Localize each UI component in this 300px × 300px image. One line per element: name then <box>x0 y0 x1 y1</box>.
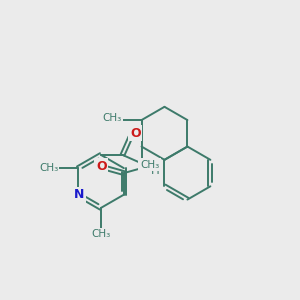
Text: O: O <box>96 160 106 173</box>
Text: CH₃: CH₃ <box>39 163 58 173</box>
Text: H: H <box>151 164 160 177</box>
Text: CH₃: CH₃ <box>103 113 122 123</box>
Text: CH₃: CH₃ <box>140 160 160 170</box>
Text: N: N <box>74 188 84 201</box>
Text: O: O <box>130 127 141 140</box>
Text: N: N <box>139 160 150 173</box>
Text: CH₃: CH₃ <box>91 230 111 239</box>
